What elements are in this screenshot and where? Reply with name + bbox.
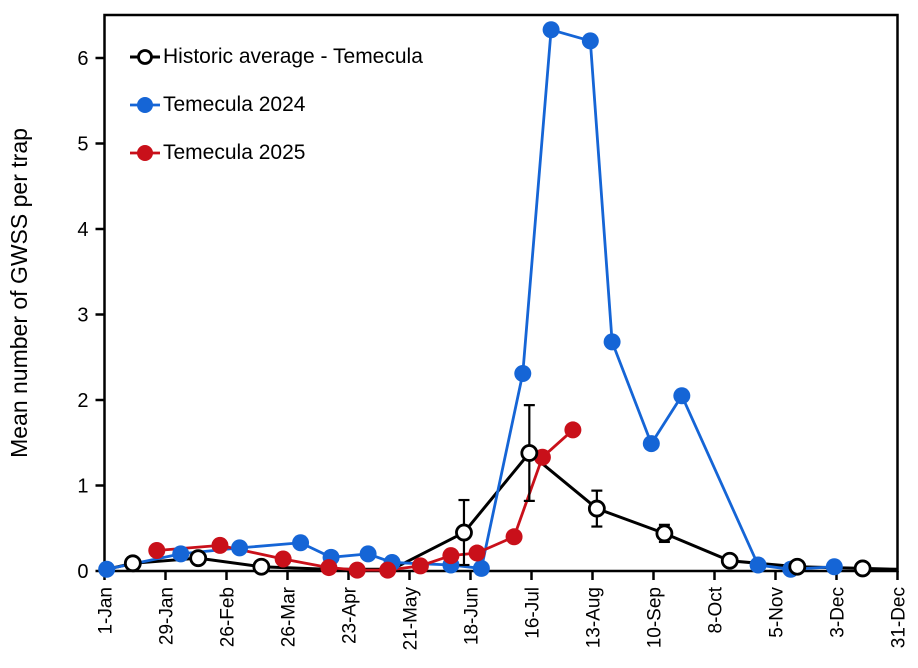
data-point-marker [564,421,582,439]
y-tick-label: 6 [77,48,88,70]
y-axis-title: Mean number of GWSS per trap [6,128,32,458]
data-point-marker [231,539,249,557]
x-tick-label: 1-Jan [96,587,117,635]
data-point-marker [211,536,229,554]
data-point-marker [252,557,271,576]
data-point-marker [853,559,872,578]
data-point-marker [468,544,486,562]
error-bars [458,404,670,567]
data-point-marker [274,550,292,568]
data-point-marker [320,559,338,577]
y-tick-label: 0 [77,561,88,583]
x-tick-label: 10-Sep [645,587,666,648]
data-point-marker [825,558,843,576]
series-markers-temecula-2024 [98,21,843,578]
data-point-marker [642,435,660,453]
data-point-marker [587,499,606,518]
data-point-marker [581,32,599,50]
data-point-marker [189,549,208,568]
data-point-marker [720,551,739,570]
x-tick-label: 18-Jun [462,587,483,645]
data-point-marker [472,559,490,577]
series-markers-temecula-2025 [148,421,582,579]
y-tick-label: 2 [77,390,88,412]
legend-item-historic-average: Historic average - Temecula [130,46,423,68]
data-point-marker [788,557,807,576]
data-point-marker [514,364,532,382]
series-markers-historic-average-temecula [123,444,872,578]
data-point-marker [455,523,473,542]
legend-marker [137,97,153,113]
legend-marker [137,49,153,65]
x-tick-label: 26-Feb [218,587,239,647]
blue-circle-marker-icon [130,97,160,113]
data-point-marker [542,21,560,39]
data-point-marker [123,554,142,573]
y-axis: 0 1 2 3 4 5 6 [77,48,105,583]
data-point-marker [505,528,523,546]
x-tick-label: 31-Dec [889,587,910,648]
data-point-marker [379,561,397,579]
x-tick-label: 29-Jan [157,587,178,645]
x-tick-label: 3-Dec [828,587,849,638]
y-tick-label: 3 [77,305,88,327]
data-point-marker [98,560,116,578]
data-point-marker [411,557,429,575]
x-tick-label: 21-May [401,587,422,651]
legend-item-temecula-2025: Temecula 2025 [130,142,423,164]
data-point-marker [148,541,166,559]
x-axis: 1-Jan 29-Jan 26-Feb 26-Mar 23-Apr 21-May 18-Ju… [96,571,910,650]
legend: Historic average - Temecula Temecula 202… [130,46,423,164]
x-tick-label: 26-Mar [279,586,300,647]
x-tick-label: 8-Oct [706,586,727,633]
legend-label: Temecula 2024 [163,93,306,116]
data-point-marker [655,524,674,543]
y-tick-label: 4 [77,219,88,241]
x-tick-label: 13-Aug [584,587,605,648]
y-tick-label: 5 [77,134,88,156]
data-point-marker [292,534,310,552]
temecula-2024-line [106,27,835,571]
legend-label: Temecula 2025 [163,141,306,164]
legend-marker [137,145,153,161]
data-point-marker [442,547,460,565]
data-point-marker [603,333,621,351]
plot-frame [103,13,899,573]
data-point-marker [520,444,539,462]
open-circle-marker-icon [130,49,160,65]
x-tick-label: 5-Nov [767,587,788,638]
temecula-2025-line [156,428,574,572]
data-point-marker [348,561,366,579]
data-point-marker [172,545,190,563]
legend-label: Historic average - Temecula [163,45,423,68]
y-tick-label: 1 [77,476,88,498]
red-circle-marker-icon [130,145,160,161]
x-tick-label: 16-Jul [523,587,544,639]
data-point-marker [749,556,767,574]
x-tick-label: 23-Apr [340,586,361,644]
legend-item-temecula-2024: Temecula 2024 [130,94,423,116]
data-point-marker [673,387,691,405]
plot-area: 0 1 2 3 4 5 6 1-Jan 29-Jan 26-Feb 26-Mar 23-Apr 21-M… [77,13,910,650]
data-point-marker [359,545,377,563]
